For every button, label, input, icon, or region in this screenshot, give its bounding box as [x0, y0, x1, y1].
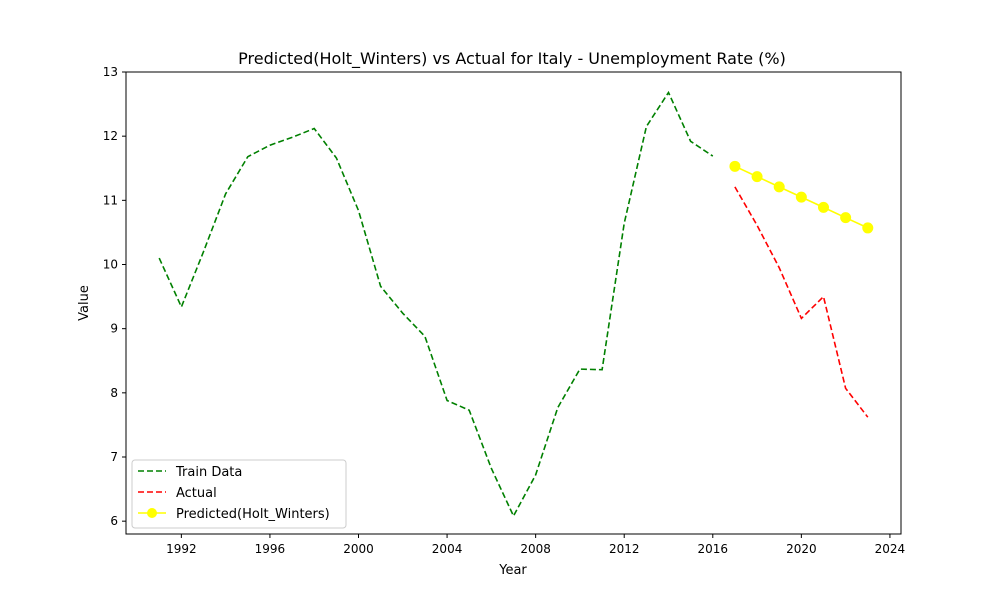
data-point-predicted-holt-winters: [795, 191, 807, 203]
legend: Train Data Actual Predicted(Holt_Winters): [131, 459, 347, 529]
y-axis: 6 7 8 9 10 11 12 13: [103, 65, 126, 528]
x-axis: 1992 1996 2000 2004 2008 2012 2016 2020 2024: [166, 534, 905, 556]
data-point-predicted-holt-winters: [729, 160, 741, 172]
legend-label-predicted-holt-winters: Predicted(Holt_Winters): [176, 507, 330, 522]
x-tick-label: 2020: [786, 542, 817, 556]
data-point-predicted-holt-winters: [840, 212, 852, 224]
legend-marker-predicted-holt-winters: [147, 508, 157, 518]
x-tick-label: 2024: [875, 542, 906, 556]
data-point-predicted-holt-winters: [818, 201, 829, 213]
y-tick-label: 6: [110, 514, 118, 528]
chart-title: Predicted(Holt_Winters) vs Actual for It…: [238, 49, 786, 69]
x-tick-label: 2016: [698, 542, 729, 556]
x-tick-label: 2000: [343, 542, 374, 556]
data-point-predicted-holt-winters: [773, 181, 785, 193]
x-tick-label: 2004: [432, 542, 463, 556]
y-tick-label: 13: [103, 65, 118, 79]
plot-lines: [158, 90, 874, 518]
y-tick-label: 9: [110, 322, 118, 336]
data-point-predicted-holt-winters: [862, 222, 874, 234]
legend-items: Train Data Actual Predicted(Holt_Winters): [138, 465, 330, 522]
y-axis-label: Value: [77, 285, 92, 321]
x-tick-label: 1996: [255, 542, 286, 556]
x-tick-label: 2012: [609, 542, 640, 556]
plot-frame: [125, 71, 902, 535]
data-point-predicted-holt-winters: [751, 171, 763, 183]
y-tick-label: 10: [103, 258, 118, 272]
legend-label-actual: Actual: [176, 486, 217, 501]
x-axis-label: Year: [498, 563, 527, 578]
y-tick-label: 8: [110, 386, 118, 400]
legend-label-train-data: Train Data: [175, 465, 242, 480]
y-tick-label: 11: [103, 193, 118, 207]
series-line-train-data: [158, 90, 714, 518]
series-line-actual: [734, 186, 869, 418]
y-tick-label: 12: [103, 129, 118, 143]
legend-box: [131, 459, 347, 529]
x-tick-label: 1992: [166, 542, 197, 556]
x-tick-label: 2008: [520, 542, 551, 556]
y-tick-label: 7: [110, 450, 118, 464]
